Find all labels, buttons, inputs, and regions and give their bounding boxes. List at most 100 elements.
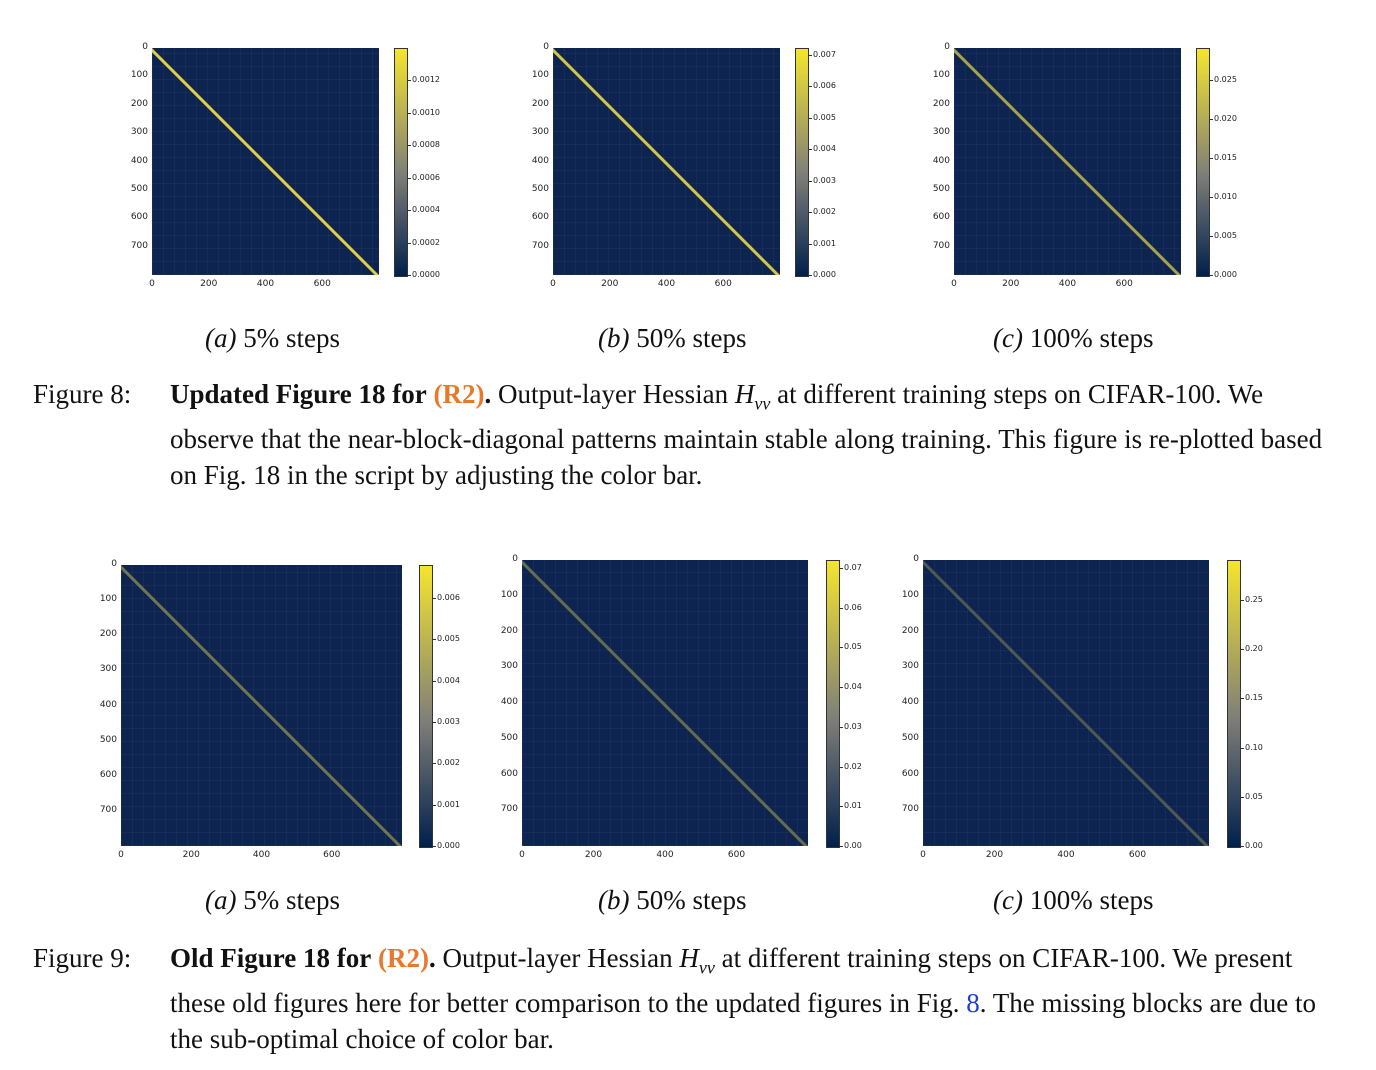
- figure9-cbar-tick-1: 0.04: [844, 682, 862, 692]
- figure8-cbar-tick-2: 0.005: [1214, 231, 1237, 240]
- figure8-ytick-2: 700: [932, 240, 950, 251]
- figure9-cbar-mark-0: [432, 598, 436, 599]
- figure9-cbar-tick-2: 0.05: [1245, 791, 1263, 801]
- figure8-ytick-0: 400: [130, 155, 148, 166]
- figure8-xtick-0: 400: [256, 279, 275, 289]
- figure8-cbar-mark-0: [407, 275, 411, 276]
- figure9-ytick-2: 300: [901, 661, 919, 672]
- figure8-cbar-tick-0: 0.0012: [412, 75, 440, 84]
- figure8-cbar-tick-0: 0.0004: [412, 205, 440, 214]
- figure8-ytick-1: 700: [531, 240, 549, 251]
- figure8-heatmap-2: [954, 48, 1181, 275]
- figure8-cbar-mark-1: [808, 55, 812, 56]
- figure9-cbar-tick-0: 0.004: [437, 675, 460, 685]
- figure9-ytick-0: 700: [99, 804, 117, 815]
- figure9-ytick-2: 100: [901, 589, 919, 600]
- figure9-heatmap-0: [121, 565, 402, 846]
- figure8-xtick-2: 200: [1002, 279, 1020, 289]
- figure9-cbar-mark-0: [432, 722, 436, 723]
- figure9-heatmap-1: [522, 560, 808, 846]
- figure-8-link[interactable]: 8: [966, 988, 980, 1019]
- figure8-ytick-1: 500: [531, 183, 549, 194]
- figure8-cbar-tick-0: 0.0000: [412, 270, 440, 279]
- figure8-cbar-tick-1: 0.007: [813, 50, 836, 59]
- figure9-cbar-mark-1: [839, 647, 843, 649]
- figure8-ytick-0: 100: [130, 70, 148, 81]
- figure9-cbar-tick-2: 0.10: [1245, 742, 1263, 752]
- figure8-cbar-tick-2: 0.000: [1214, 270, 1237, 279]
- figure9-xtick-0: 0: [118, 850, 124, 860]
- figure9-cbar-tick-2: 0.15: [1245, 693, 1263, 703]
- figure8-cbar-mark-2: [1209, 80, 1213, 81]
- math-hvv: Hvv: [734, 379, 771, 414]
- figure9-cbar-tick-2: 0.00: [1245, 841, 1263, 850]
- figure9-cbar-mark-1: [839, 687, 843, 689]
- figure9-cbar-mark-1: [839, 568, 843, 569]
- figure8-cbar-tick-1: 0.001: [813, 238, 836, 248]
- figure9-ytick-2: 600: [901, 768, 919, 779]
- figure8-cbar-mark-1: [808, 243, 812, 245]
- figure8-cbar-mark-2: [1209, 158, 1213, 159]
- figure8-ytick-0: 600: [130, 212, 148, 223]
- figure8-cbar-tick-2: 0.025: [1214, 75, 1237, 84]
- figure8-ytick-0: 300: [130, 127, 148, 138]
- subcaption-9c: (c) 100% steps: [993, 885, 1154, 915]
- figure9-xtick-2: 400: [1057, 850, 1075, 860]
- figure9-cbar-tick-1: 0.07: [844, 563, 862, 572]
- figure8-cbar-tick-2: 0.015: [1214, 153, 1237, 162]
- figure9-ytick-0: 600: [99, 769, 117, 780]
- figure9-xtick-2: 200: [985, 850, 1004, 860]
- figure9-ytick-1: 100: [500, 589, 518, 600]
- figure9-ytick-1: 0: [512, 554, 518, 564]
- figure9-ytick-0: 400: [99, 699, 117, 710]
- figure8-cbar-mark-1: [808, 212, 812, 214]
- figure9-ytick-1: 400: [500, 697, 518, 707]
- figure8-xtick-2: 600: [1115, 279, 1133, 289]
- figure9-cbar-tick-1: 0.02: [844, 761, 862, 771]
- figure8-ytick-0: 200: [130, 98, 148, 109]
- figure9-ytick-1: 200: [500, 625, 518, 636]
- figure9-xtick-1: 200: [584, 850, 603, 860]
- figure8-cbar-tick-1: 0.004: [813, 144, 836, 154]
- figure-9-ref[interactable]: (R2): [377, 943, 429, 973]
- figure8-colorbar-1: [795, 48, 809, 277]
- figure9-cbar-tick-1: 0.06: [844, 602, 862, 612]
- figure9-cbar-mark-2: [1240, 600, 1244, 601]
- figure8-ytick-2: 400: [932, 155, 950, 166]
- figure8-ytick-2: 300: [932, 127, 950, 138]
- figure8-cbar-mark-1: [808, 117, 812, 119]
- figure9-colorbar-0: [419, 565, 433, 848]
- figure9-colorbar-2: [1227, 560, 1241, 848]
- figure9-xtick-0: 200: [182, 850, 200, 860]
- figure9-cbar-mark-2: [1240, 846, 1244, 847]
- figure8-cbar-tick-0: 0.0002: [412, 237, 440, 247]
- figure9-cbar-mark-0: [432, 804, 436, 806]
- figure9-cbar-tick-1: 0.01: [844, 801, 862, 811]
- figure9-ytick-0: 300: [99, 664, 117, 675]
- figure8-ytick-0: 0: [142, 42, 148, 52]
- figure8-cbar-mark-1: [808, 149, 812, 151]
- figure8-xtick-1: 600: [714, 279, 732, 289]
- figure8-cbar-mark-0: [407, 145, 411, 146]
- subcaption-9b: (b) 50% steps: [598, 885, 747, 915]
- figure8-ytick-2: 100: [932, 70, 950, 81]
- figure9-ytick-1: 700: [500, 804, 518, 815]
- figure8-xtick-2: 400: [1058, 279, 1077, 289]
- figure8-cbar-tick-0: 0.0008: [412, 140, 440, 149]
- figure9-xtick-1: 600: [727, 850, 746, 860]
- figure9-cbar-mark-2: [1240, 796, 1244, 798]
- subcaption-8a: (a) 5% steps: [205, 323, 340, 353]
- figure9-ytick-0: 200: [99, 629, 117, 640]
- figure8-heatmap-0: [152, 48, 379, 275]
- figure9-cbar-mark-1: [839, 766, 843, 768]
- figure8-xtick-1: 200: [601, 279, 619, 289]
- figure9-ytick-1: 600: [500, 768, 518, 779]
- figure9-heatmap-texture-2: [923, 560, 1209, 846]
- figure8-cbar-tick-2: 0.020: [1214, 114, 1237, 123]
- subcaption-8b: (b) 50% steps: [598, 323, 747, 353]
- figure9-cbar-tick-2: 0.20: [1245, 644, 1263, 654]
- figure9-colorbar-1: [826, 560, 840, 848]
- figure-8-title: Updated Figure 18 for: [170, 379, 427, 409]
- figure-8-ref[interactable]: (R2): [433, 379, 485, 409]
- figure8-ytick-0: 500: [130, 183, 148, 194]
